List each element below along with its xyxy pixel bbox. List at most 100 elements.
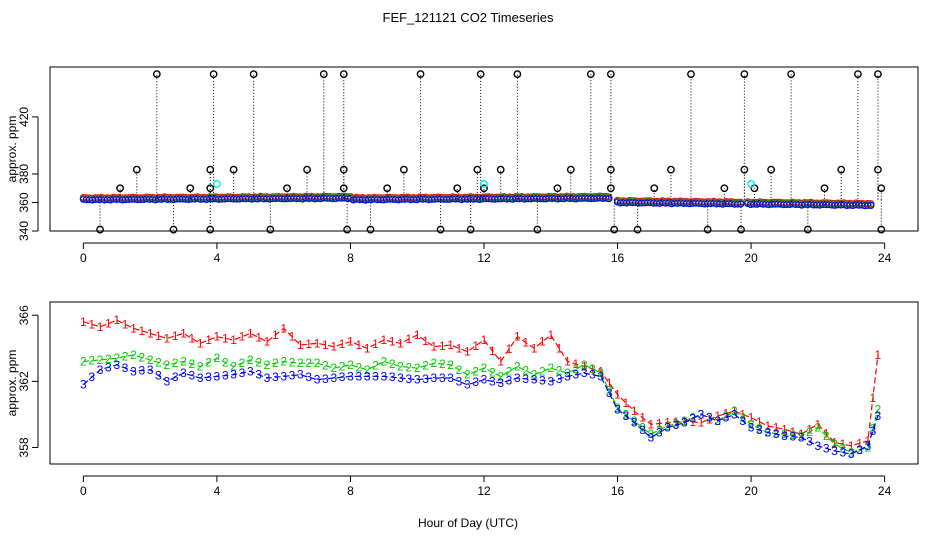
spike-point (606, 184, 615, 193)
series-1-marker: 1 (723, 407, 730, 421)
series-3-marker: 3 (631, 416, 638, 430)
spike-point (116, 184, 125, 193)
series-1-marker: 1 (865, 434, 872, 448)
x-tick-label: 24 (878, 251, 892, 265)
spike-point (633, 225, 642, 234)
series-3-marker: 3 (581, 366, 588, 380)
series-2-marker: 2 (105, 352, 112, 366)
series-1-marker: 1 (506, 342, 513, 356)
series-3-marker: 3 (339, 370, 346, 384)
spike-point (466, 225, 475, 234)
series-1-marker: 1 (698, 416, 705, 430)
series-2-marker: 2 (163, 358, 170, 372)
series-1-marker: 1 (280, 321, 287, 335)
series-2-marker: 2 (556, 364, 563, 378)
series-1-marker: 1 (239, 330, 246, 344)
spike-point (513, 70, 522, 79)
series-1-marker: 1 (330, 340, 337, 354)
x-tick-label: 12 (477, 484, 491, 498)
y-tick-label: 340 (17, 221, 31, 241)
series-2-marker: 2 (564, 366, 571, 380)
series-1-marker: 1 (255, 331, 262, 345)
series-1-marker: 1 (497, 355, 504, 369)
series-1-marker: 1 (272, 328, 279, 342)
bottom-panel-x-axis: 0 4 8 12 16 20 24 (80, 475, 892, 498)
series-3-marker: 3 (798, 431, 805, 445)
spike-point (206, 165, 215, 174)
series-3-marker: 3 (806, 435, 813, 449)
series-3-marker: 3 (347, 369, 354, 383)
series-3-marker: 3 (138, 364, 145, 378)
series-2-marker: 2 (330, 361, 337, 375)
series-1-marker: 1 (130, 321, 137, 335)
series-2-marker: 2 (739, 411, 746, 425)
series-2-marker: 2 (731, 404, 738, 418)
series-1-marker: 1 (472, 339, 479, 353)
spike-point (687, 70, 695, 79)
series-2-marker: 2 (681, 414, 688, 428)
series-1-marker: 1 (539, 335, 546, 349)
series-3-marker: 3 (865, 439, 872, 453)
series-2-marker: 2 (88, 354, 95, 368)
spike-point (366, 225, 375, 234)
series-1-marker: 1 (222, 331, 229, 345)
series-1-marker: 1 (639, 411, 646, 425)
series-2-marker: 2 (314, 356, 321, 370)
series-2-marker: 2 (606, 383, 613, 397)
series-2-marker: 2 (514, 360, 521, 374)
top-panel: 0 4 8 12 16 20 24 340 360 380 420 approx. ppm (5, 66, 919, 265)
series-2-marker: 2 (531, 368, 538, 382)
series-2-marker: 2 (305, 356, 312, 370)
series-1-marker: 1 (739, 407, 746, 421)
series-1-marker: 1 (230, 333, 237, 347)
series-2-marker: 2 (147, 353, 154, 367)
figure-title: FEF_121121 CO2 Timeseries (383, 10, 554, 25)
series-2-marker: 2 (664, 419, 671, 433)
series-2-marker: 2 (347, 358, 354, 372)
series-3-marker: 3 (372, 369, 379, 383)
y-tick-label: 360 (17, 192, 31, 212)
spike-point (740, 165, 749, 174)
series-1-marker: 1 (547, 328, 554, 342)
series-2-marker: 2 (589, 362, 596, 376)
spike-point (473, 165, 482, 174)
series-3-marker: 3 (431, 371, 438, 385)
spike-point (877, 184, 886, 193)
series-2-marker: 2 (247, 353, 254, 367)
series-1-marker: 1 (589, 362, 596, 376)
series-1-marker: 1 (414, 328, 421, 342)
series-1-marker: 1 (806, 422, 813, 436)
series-1-marker: 1 (305, 337, 312, 351)
spike-point (803, 225, 812, 234)
spike-point (837, 165, 846, 174)
series-1-marker: 1 (572, 357, 579, 371)
x-tick-label: 4 (214, 484, 221, 498)
series-1-marker: 1 (380, 333, 387, 347)
series-3-marker: 3 (380, 369, 387, 383)
spike-point (416, 70, 425, 79)
series-3-marker: 3 (698, 407, 705, 421)
series-1-marker: 1 (489, 344, 496, 358)
series-3-marker: 3 (447, 371, 454, 385)
spike-point (740, 70, 749, 79)
series-2-marker: 2 (522, 364, 529, 378)
series-1-marker: 1 (764, 419, 771, 433)
series-2-marker: 2 (748, 417, 755, 431)
series-2-marker: 2 (673, 417, 680, 431)
cyan-point (747, 180, 755, 188)
series-2-marker: 2 (322, 359, 329, 373)
series-2-marker: 2 (547, 361, 554, 375)
spike-point (209, 70, 218, 79)
spike-point (667, 165, 675, 174)
series-1-marker: 1 (781, 422, 788, 436)
series-3-marker: 3 (322, 372, 329, 386)
series-1-marker: 1 (163, 331, 170, 345)
series-3-marker: 3 (706, 411, 713, 425)
bottom-panel: 1 1 1 1 1 1 1 1 1 1 1 1 1 1 1 1 1 1 1 1 1 1 1 1 111 1 1 1 1 1 1 1 1 1 1 1 1 1… (5, 301, 919, 530)
series-1-marker: 1 (456, 341, 463, 355)
series-1-marker: 1 (406, 332, 413, 346)
series-2-marker: 2 (239, 356, 246, 370)
series-1-marker: 1 (155, 329, 162, 343)
series-1-marker: 1 (597, 364, 604, 378)
